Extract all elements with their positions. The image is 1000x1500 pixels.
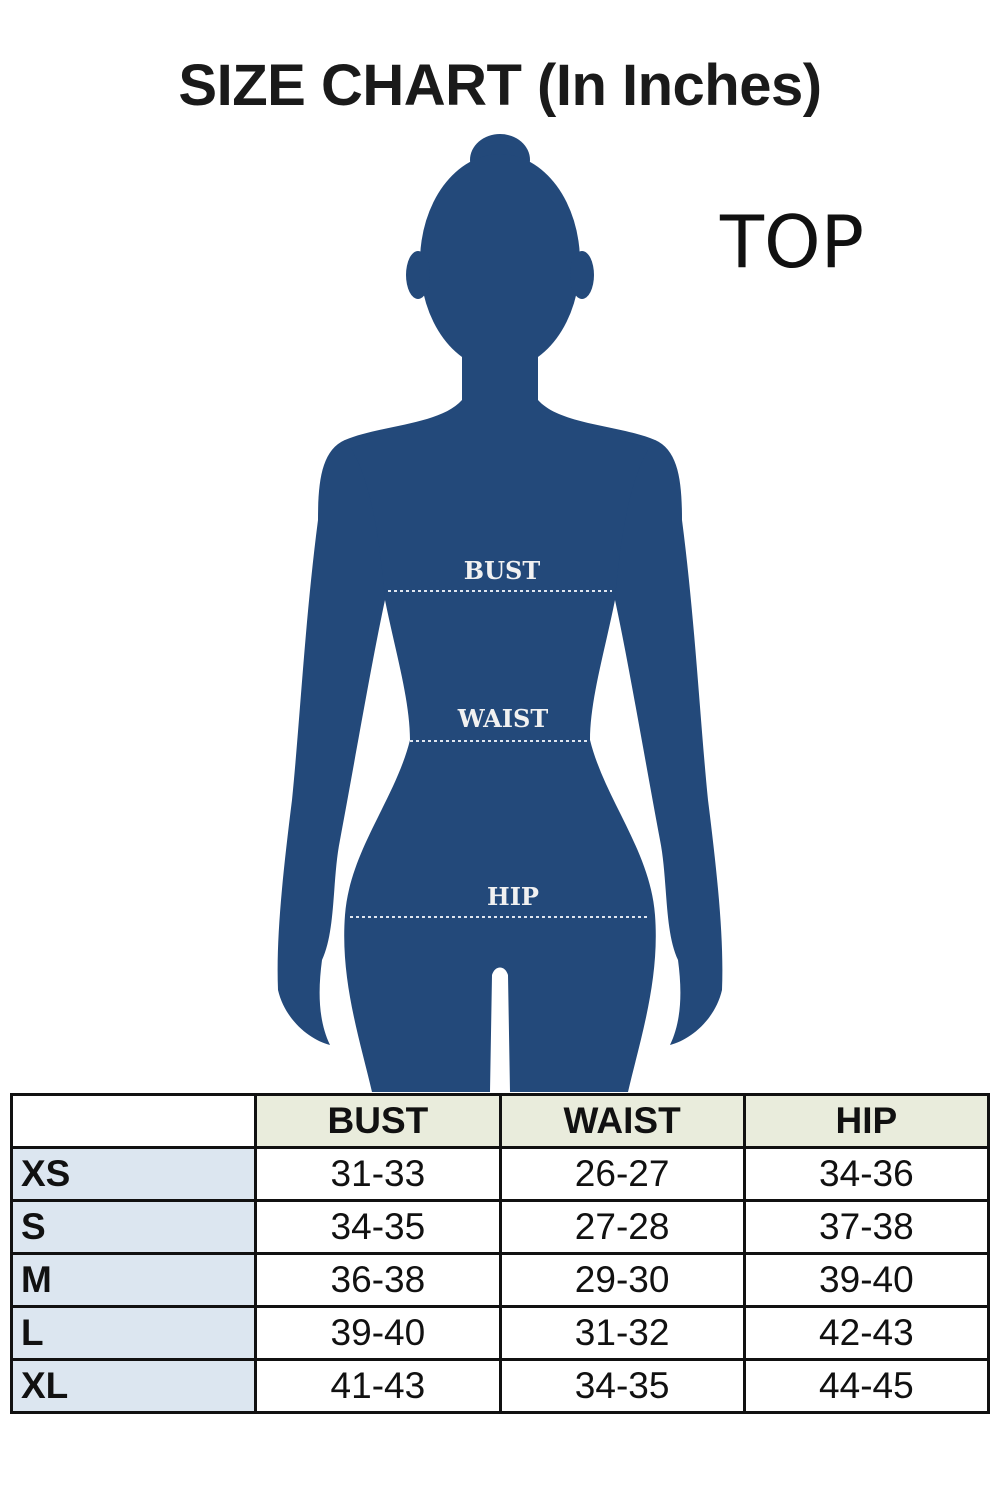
waist-cell: 31-32 xyxy=(498,1305,746,1361)
size-cell: XS xyxy=(9,1146,258,1202)
bust-cell: 34-35 xyxy=(254,1199,502,1255)
body-silhouette: BUST WAIST HIP xyxy=(277,134,723,1092)
waist-cell: 34-35 xyxy=(498,1358,746,1414)
waist-cell: 27-28 xyxy=(498,1199,746,1255)
size-cell: S xyxy=(9,1199,258,1255)
table-row: L 39-40 31-32 42-43 xyxy=(9,1305,991,1361)
header-waist: WAIST xyxy=(498,1093,746,1149)
bust-cell: 41-43 xyxy=(254,1358,502,1414)
garment-label: TOP xyxy=(720,200,865,284)
bust-cell: 31-33 xyxy=(254,1146,502,1202)
right-ear xyxy=(570,251,594,299)
hip-cell: 42-43 xyxy=(742,1305,991,1361)
waist-label: WAIST xyxy=(457,704,549,733)
header-blank xyxy=(9,1093,258,1149)
bust-cell: 39-40 xyxy=(254,1305,502,1361)
header-bust: BUST xyxy=(254,1093,502,1149)
hip-cell: 34-36 xyxy=(742,1146,991,1202)
hip-cell: 44-45 xyxy=(742,1358,991,1414)
table-header-row: BUST WAIST HIP xyxy=(9,1093,991,1149)
size-cell: L xyxy=(9,1305,258,1361)
right-arm xyxy=(615,440,723,1045)
header-hip: HIP xyxy=(742,1093,991,1149)
left-ear xyxy=(406,251,430,299)
left-arm xyxy=(277,440,385,1045)
hip-label: HIP xyxy=(487,882,539,911)
table-row: M 36-38 29-30 39-40 xyxy=(9,1252,991,1308)
bust-label: BUST xyxy=(464,556,541,585)
waist-cell: 26-27 xyxy=(498,1146,746,1202)
size-cell: XL xyxy=(9,1358,258,1414)
hip-cell: 37-38 xyxy=(742,1199,991,1255)
hip-cell: 39-40 xyxy=(742,1252,991,1308)
head xyxy=(420,154,580,370)
size-table: BUST WAIST HIP XS 31-33 26-27 34-36 S 34… xyxy=(9,1093,991,1414)
torso-and-legs xyxy=(321,340,679,1092)
table-row: XL 41-43 34-35 44-45 xyxy=(9,1358,991,1414)
bust-cell: 36-38 xyxy=(254,1252,502,1308)
table-row: S 34-35 27-28 37-38 xyxy=(9,1199,991,1255)
table-row: XS 31-33 26-27 34-36 xyxy=(9,1146,991,1202)
waist-cell: 29-30 xyxy=(498,1252,746,1308)
size-cell: M xyxy=(9,1252,258,1308)
page-title: SIZE CHART (In Inches) xyxy=(178,53,822,118)
